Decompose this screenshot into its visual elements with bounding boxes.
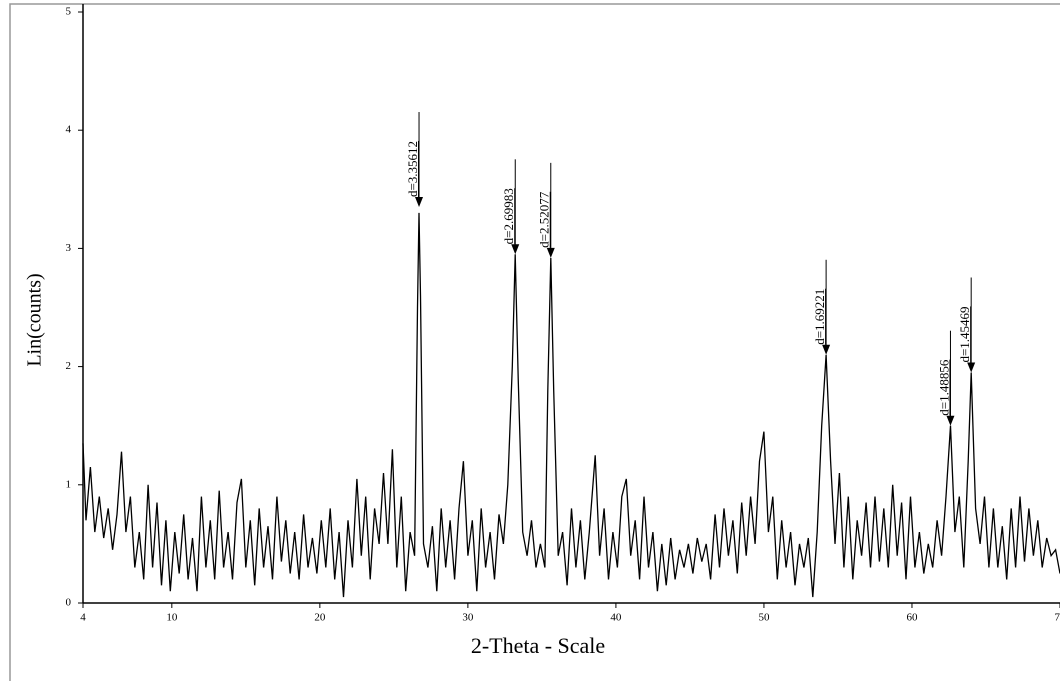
- annotation-label: d=3.35612: [405, 141, 420, 197]
- pattern-line: [83, 213, 1060, 597]
- y-tick-label: 2: [66, 360, 72, 372]
- x-tick-label: 10: [166, 612, 178, 624]
- annotation-label: d=1.45469: [957, 306, 972, 362]
- x-axis-label: 2-Theta - Scale: [471, 633, 605, 658]
- arrow-head: [946, 416, 954, 426]
- y-tick-label: 0: [66, 597, 72, 609]
- x-tick-label: 20: [314, 612, 326, 624]
- annotation-label: d=2.69983: [501, 188, 516, 244]
- y-tick-label: 4: [66, 124, 72, 136]
- x-tick-label: 70: [1055, 612, 1060, 624]
- frame: [10, 4, 1060, 681]
- x-tick-label: 30: [462, 612, 474, 624]
- annotation-label: d=1.48856: [936, 359, 951, 416]
- x-tick-label: 60: [906, 612, 918, 624]
- x-tick-label: 50: [758, 612, 770, 624]
- annotation-label: d=2.52077: [537, 191, 552, 248]
- x-tick-label: 40: [610, 612, 622, 624]
- arrow-head: [547, 248, 555, 258]
- y-tick-label: 5: [66, 6, 72, 18]
- arrow-head: [822, 345, 830, 355]
- y-axis-label: Lin(counts): [24, 273, 46, 366]
- arrow-head: [967, 363, 975, 373]
- arrow-head: [511, 244, 519, 254]
- y-tick-label: 1: [66, 478, 72, 490]
- x-tick-label: 4: [80, 612, 86, 624]
- arrow-head: [415, 197, 423, 207]
- y-tick-label: 3: [66, 242, 72, 254]
- annotation-label: d=1.69221: [812, 289, 827, 345]
